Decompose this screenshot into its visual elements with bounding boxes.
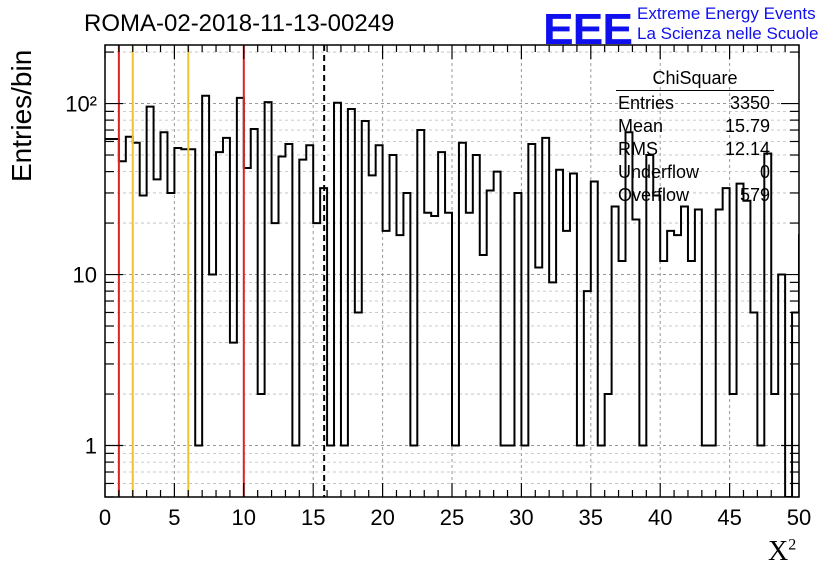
y-axis-label: Entries/bin <box>6 49 37 182</box>
stats-row: Mean 15.79 <box>612 116 778 139</box>
axis-ticks <box>104 45 800 498</box>
y-tick-label: 10² <box>65 92 97 117</box>
eee-logo: EEE <box>543 4 633 54</box>
x-tick-label: 20 <box>370 505 394 530</box>
stats-label: Mean <box>618 116 664 136</box>
logo-line-1: Extreme Energy Events <box>637 4 816 23</box>
stats-value: 3350 <box>729 93 770 113</box>
stats-value: 579 <box>739 185 770 205</box>
grid-lines <box>105 45 799 497</box>
x-tick-label: 40 <box>648 505 672 530</box>
logo-line-2: La Scienza nelle Scuole <box>637 24 819 43</box>
x-tick-label: 0 <box>99 505 111 530</box>
stats-row: Underflow 0 <box>612 162 778 185</box>
stats-title: ChiSquare <box>616 68 774 91</box>
x-tick-label: 35 <box>579 505 603 530</box>
stats-label: Overflow <box>618 185 690 205</box>
histogram-step-line <box>105 94 799 497</box>
y-tick-label: 1 <box>85 434 97 459</box>
x-tick-label: 45 <box>717 505 741 530</box>
stats-value: 12.14 <box>724 139 770 159</box>
plot-title: ROMA-02-2018-11-13-00249 <box>84 10 395 37</box>
minor-grid-lines <box>105 51 799 484</box>
stats-label: Underflow <box>618 162 700 182</box>
x-axis-label: X2 <box>768 536 797 567</box>
x-tick-label: 5 <box>168 505 180 530</box>
stats-value: 0 <box>759 162 770 182</box>
x-tick-label: 50 <box>787 505 811 530</box>
stats-label: Entries <box>618 93 675 113</box>
x-tick-labels: 0 5 10 15 20 25 30 35 40 45 50 <box>99 505 811 530</box>
reference-lines <box>117 45 326 497</box>
x-tick-label: 25 <box>440 505 464 530</box>
y-tick-label: 10 <box>73 263 97 288</box>
x-tick-label: 15 <box>301 505 325 530</box>
y-tick-labels: 1 10 10² <box>65 92 97 459</box>
stats-box: ChiSquare Entries 3350 Mean 15.79 RMS 12.14… <box>612 68 778 208</box>
stats-row: Entries 3350 <box>612 93 778 116</box>
stats-row: Overflow 579 <box>612 185 778 208</box>
x-tick-label: 30 <box>509 505 533 530</box>
stats-row: RMS 12.14 <box>612 139 778 162</box>
x-tick-label: 10 <box>232 505 256 530</box>
stats-value: 15.79 <box>724 116 770 136</box>
stats-label: RMS <box>618 139 658 159</box>
